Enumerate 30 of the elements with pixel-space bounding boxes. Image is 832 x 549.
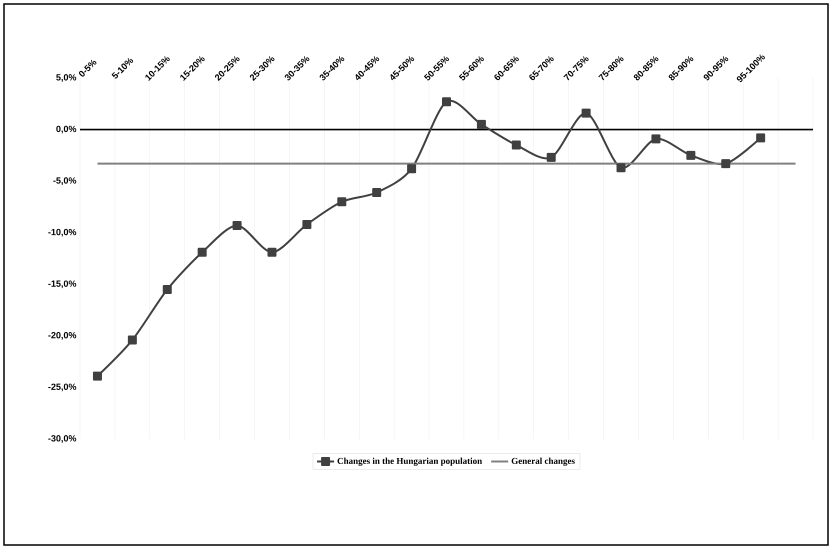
- y-tick-label: 5,0%: [56, 74, 76, 82]
- point: [686, 150, 696, 160]
- point: [92, 372, 102, 381]
- point: [337, 197, 346, 206]
- y-tick-label: -25,0%: [48, 384, 76, 392]
- point: [512, 140, 521, 150]
- point: [232, 220, 242, 230]
- y-tick-label: -10,0%: [48, 228, 76, 237]
- point: [476, 120, 486, 129]
- point: [721, 159, 730, 168]
- point: [407, 164, 416, 174]
- point: [582, 108, 591, 118]
- y-tick-label: -15,0%: [48, 280, 76, 288]
- point: [651, 134, 660, 144]
- point: [442, 97, 452, 106]
- point: [302, 220, 312, 229]
- y-tick-label: -5,0%: [53, 177, 76, 185]
- legend-label: Changes in the Hungarian population: [338, 458, 482, 466]
- point: [756, 133, 766, 142]
- point: [372, 188, 382, 197]
- point: [267, 248, 276, 257]
- point: [128, 335, 137, 344]
- legend-label: General changes: [512, 458, 575, 466]
- y-tick-label: -30,0%: [48, 435, 76, 443]
- point: [162, 284, 172, 294]
- point: [546, 152, 556, 162]
- y-tick-label: 0,0%: [56, 126, 76, 134]
- point: [616, 163, 626, 172]
- point: [198, 248, 207, 257]
- y-tick-label: -20,0%: [48, 332, 76, 340]
